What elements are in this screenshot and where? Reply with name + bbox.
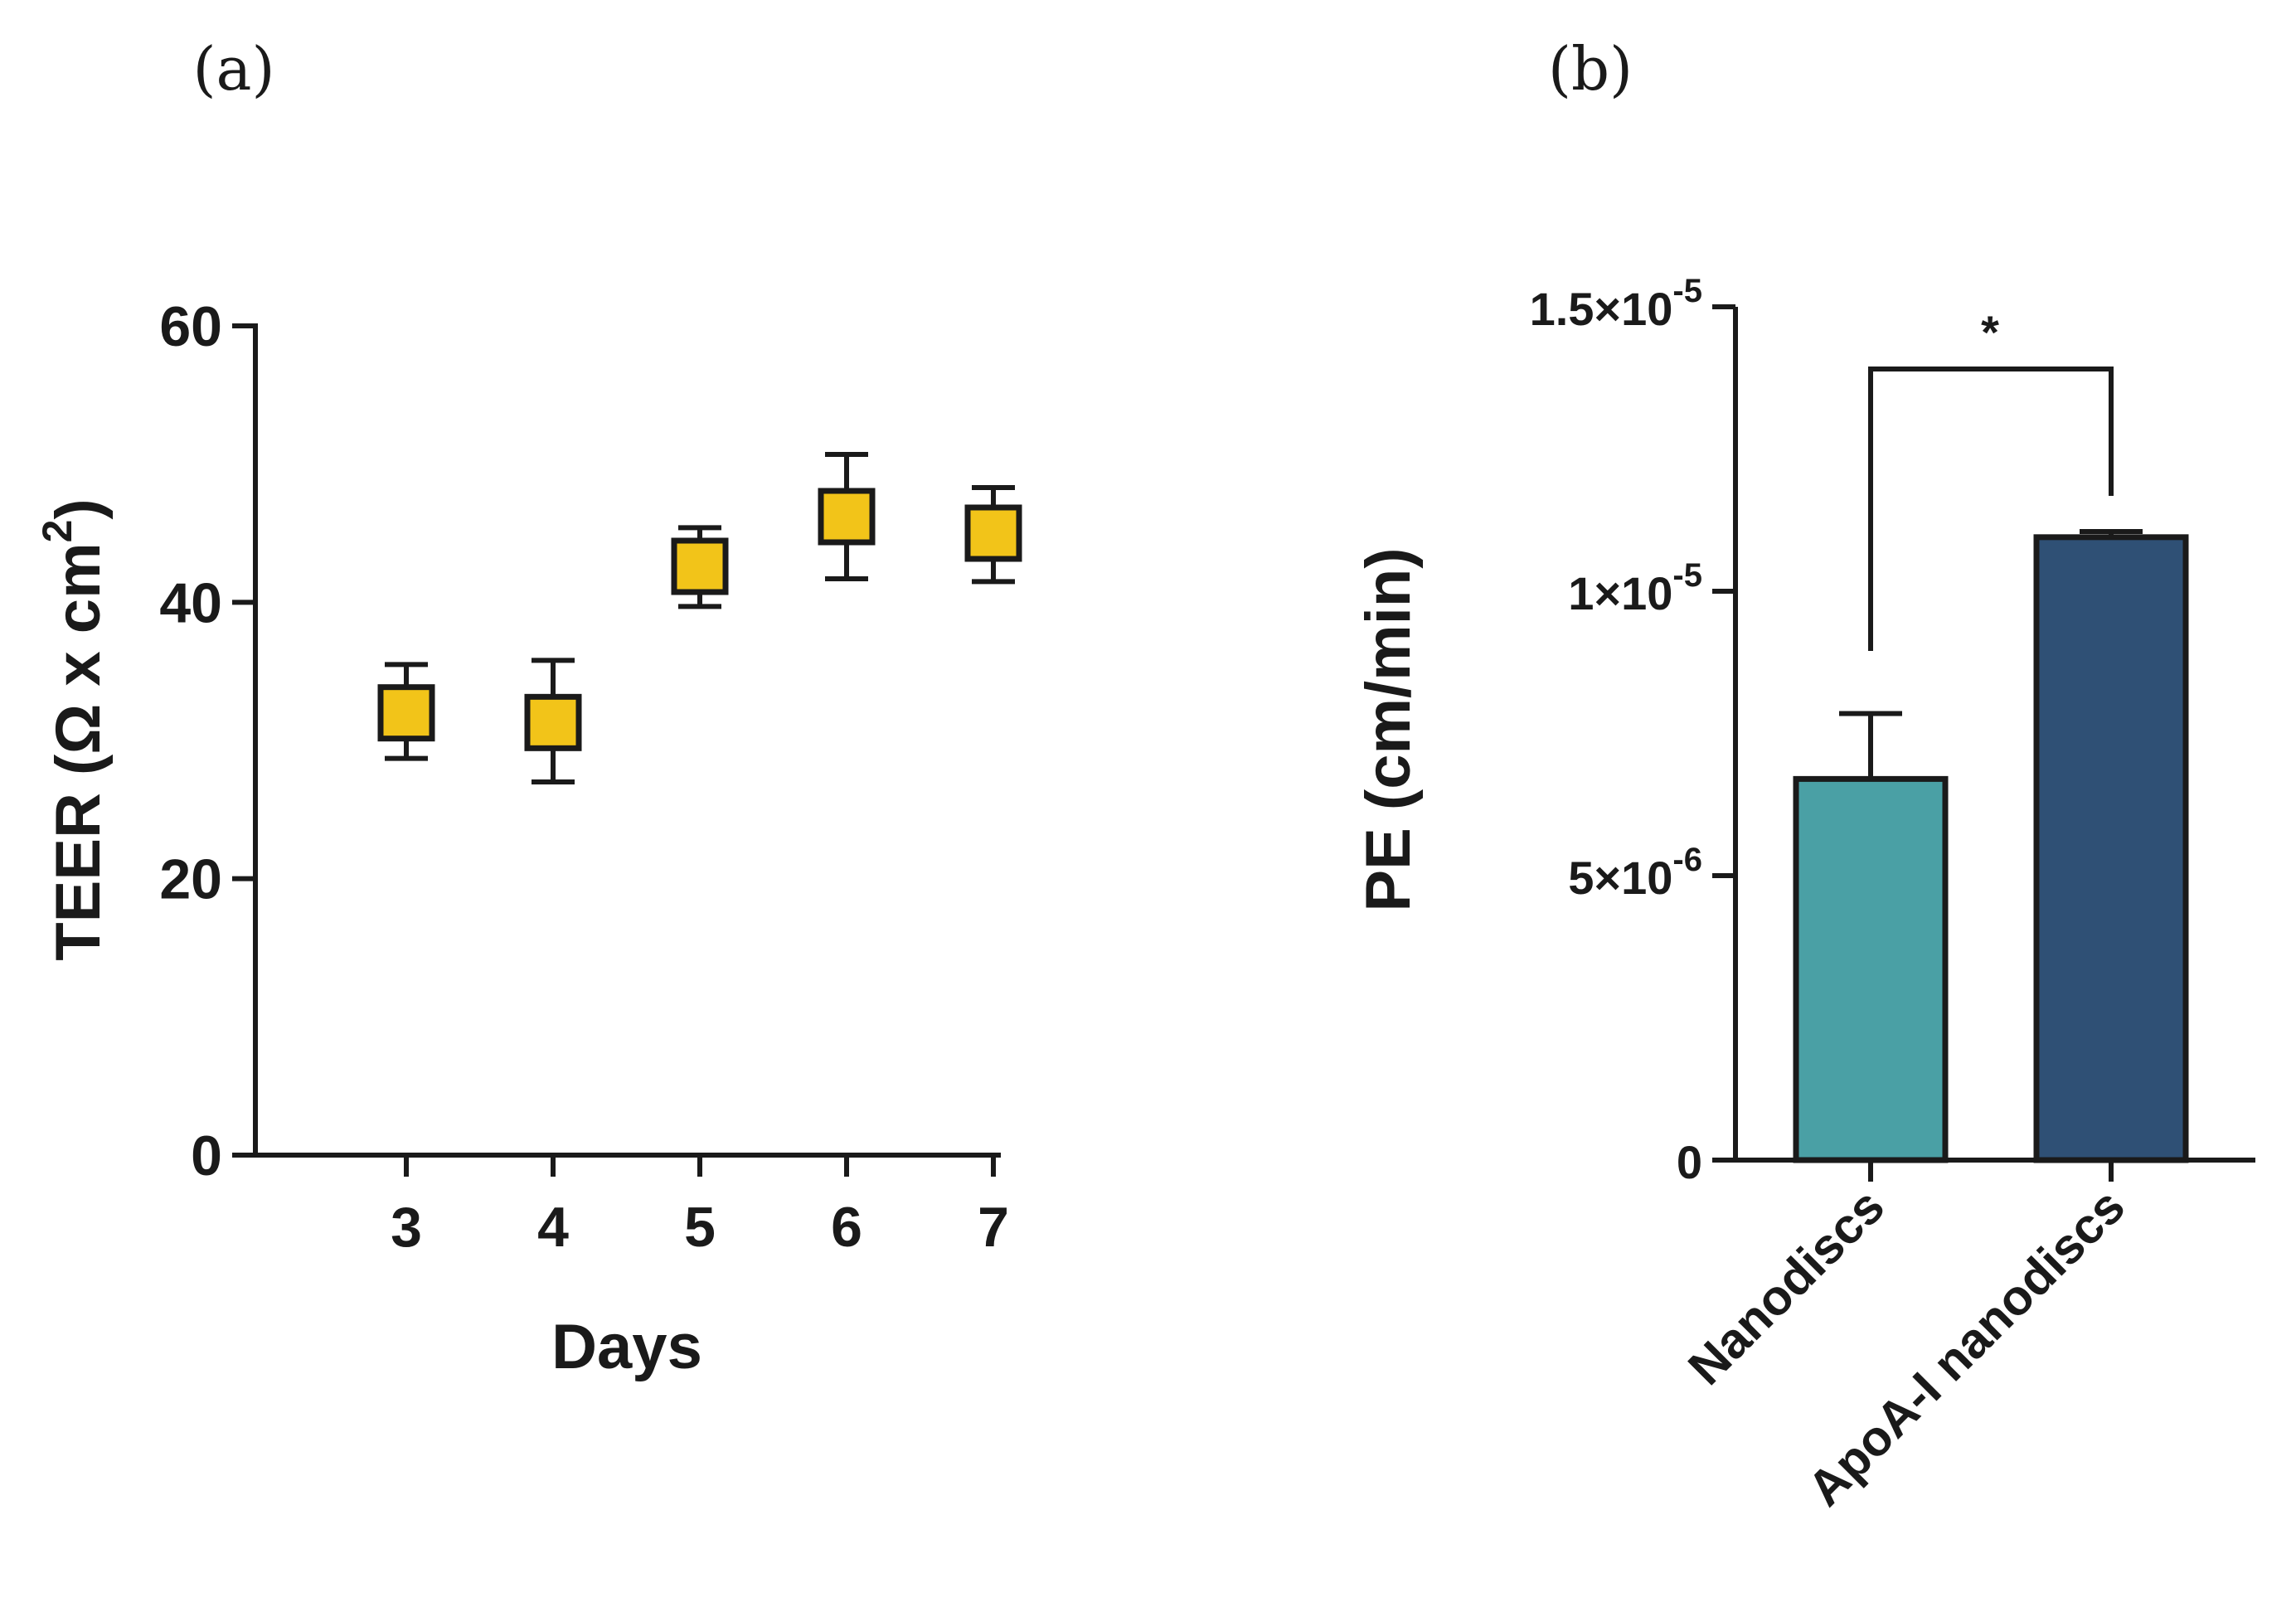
panel-a-label: (a) xyxy=(192,34,274,104)
panel-a-x-tick-label: 7 xyxy=(978,1196,1009,1259)
panel-b-y-tick-exponent: -5 xyxy=(1672,557,1702,594)
panel-b-y-tick-label: 0 xyxy=(1677,1136,1702,1188)
panel-a-y-tick-label: 40 xyxy=(159,571,222,634)
panel-a-data-point xyxy=(964,504,1022,562)
panel-a-y-tick-label: 0 xyxy=(191,1124,222,1187)
significance-marker: * xyxy=(1981,306,1999,358)
panel-b-y-tick-label: 5×10-6 xyxy=(1568,842,1702,904)
panel-b-y-tick-mantissa: 5×10 xyxy=(1568,852,1672,904)
significance-bracket-line xyxy=(1868,367,2114,651)
panel-a-x-ticks: 3 4 5 6 7 xyxy=(391,1155,1009,1259)
panel-a-x-axis-title: Days xyxy=(551,1312,702,1382)
panel-a-x-tick-label: 6 xyxy=(831,1196,862,1259)
panel-a-y-tick-label: 20 xyxy=(159,848,222,911)
panel-a-x-tick-label: 5 xyxy=(684,1196,716,1259)
panel-b-category-label: Nanodiscs xyxy=(1677,1178,1895,1396)
panel-b-y-tick-label: 1.5×10-5 xyxy=(1530,273,1702,335)
panel-a-y-ticks: 0 20 40 60 xyxy=(159,295,255,1187)
panel-a-data-point xyxy=(818,488,876,546)
significance-bracket: * xyxy=(1868,306,2114,651)
panel-b-y-tick-mantissa: 1×10 xyxy=(1568,567,1672,619)
panel-a-data-point xyxy=(671,537,729,595)
panel-b-y-axis-title: PE (cm/min) xyxy=(1353,547,1424,911)
panel-b-y-tick-mantissa: 1.5×10 xyxy=(1530,283,1673,335)
panel-b-y-tick-exponent: -6 xyxy=(1672,842,1702,878)
panel-a-x-tick-label: 4 xyxy=(537,1196,569,1259)
panel-a-data-point xyxy=(377,684,435,742)
panel-b-bar xyxy=(1793,775,1949,1163)
panel-b-y-tick-mantissa: 0 xyxy=(1677,1136,1702,1188)
panel-a-points xyxy=(377,452,1022,784)
panel-b: (b) 05×10-61×10-51.5×10-5 NanodiscsApoA-… xyxy=(1353,34,2255,1517)
panel-b-label: (b) xyxy=(1548,34,1633,104)
panel-a-y-axis-title: TEER (Ω x cm2) xyxy=(34,498,114,961)
panel-b-y-ticks: 05×10-61×10-51.5×10-5 xyxy=(1530,273,1735,1188)
panel-a-y-axis-title-main: TEER (Ω x cm xyxy=(43,542,114,960)
panel-b-y-tick-exponent: -5 xyxy=(1672,273,1702,309)
panel-a-data-point xyxy=(524,693,582,751)
panel-a-x-tick-label: 3 xyxy=(391,1196,422,1259)
panel-b-y-tick-label: 1×10-5 xyxy=(1568,557,1702,619)
panel-b-bar xyxy=(2033,534,2189,1163)
panel-b-bars xyxy=(1793,528,2189,1163)
panel-a-y-tick-label: 60 xyxy=(159,295,222,358)
panel-a: (a) 0 20 40 60 3 4 5 6 7 Days TEER (Ω x cm2) xyxy=(34,34,1022,1382)
panel-a-y-axis-title-close: ) xyxy=(43,498,114,519)
panel-a-y-axis-title-superscript: 2 xyxy=(34,520,80,543)
